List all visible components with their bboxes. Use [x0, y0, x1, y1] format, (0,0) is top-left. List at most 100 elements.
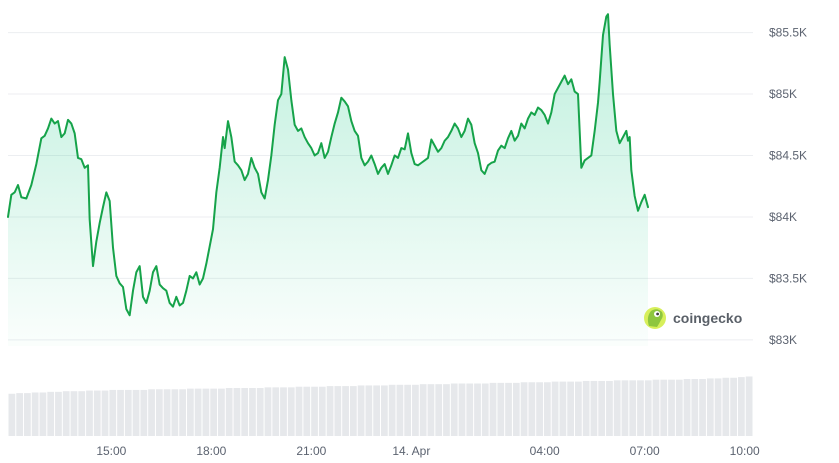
volume-bar: [528, 382, 536, 436]
volume-bar: [233, 388, 241, 436]
x-tick-label: 04:00: [530, 444, 560, 458]
volume-bar: [388, 384, 396, 436]
volume-bar: [668, 379, 675, 436]
volume-bar: [613, 380, 621, 436]
volume-bar: [543, 382, 551, 436]
volume-bar: [745, 376, 753, 436]
volume-bar: [691, 379, 699, 436]
y-tick-label: $84.5K: [769, 148, 807, 162]
volume-bar: [342, 386, 349, 436]
volume-bar: [210, 388, 218, 436]
volume-bar: [737, 377, 745, 436]
volume-bar: [458, 383, 466, 436]
volume-bar: [396, 384, 404, 436]
y-tick-label: $83K: [769, 333, 797, 347]
volume-bar: [443, 384, 450, 436]
volume-bar: [47, 391, 55, 436]
volume-bar: [31, 392, 39, 436]
volume-bar: [512, 382, 520, 436]
volume-bar: [39, 392, 47, 436]
volume-bar: [303, 386, 311, 436]
volume-bar: [381, 385, 388, 436]
volume-bar: [629, 380, 637, 436]
volume-bar: [551, 381, 559, 436]
y-tick-label: $84K: [769, 210, 797, 224]
volume-bar: [140, 389, 148, 436]
volume-bar: [404, 384, 412, 436]
volume-bar: [644, 380, 652, 436]
volume-bar: [55, 391, 62, 436]
volume-bar: [318, 386, 326, 436]
volume-bar: [109, 389, 117, 436]
volume-bar: [582, 380, 590, 436]
x-tick-label: 14. Apr: [392, 444, 430, 458]
price-area-fill: [8, 14, 648, 347]
x-tick-label: 10:00: [730, 444, 760, 458]
volume-bar: [86, 390, 93, 436]
coingecko-watermark: coingecko: [644, 307, 742, 329]
price-line-layer: [7, 13, 649, 317]
volume-bar: [706, 378, 714, 436]
volume-bar: [326, 386, 334, 436]
volume-bar: [93, 390, 101, 436]
volume-bar: [590, 380, 598, 436]
y-axis-ticks: $83K $83.5K $84K $84.5K $85K $85.5K: [769, 26, 807, 347]
volume-bar: [637, 380, 644, 436]
volume-bar: [575, 381, 582, 436]
price-area: [8, 14, 648, 347]
volume-bar: [714, 378, 722, 436]
y-tick-label: $85.5K: [769, 26, 807, 40]
volume-bar: [163, 389, 171, 436]
volume-bar: [730, 377, 737, 436]
price-line: [7, 13, 649, 317]
x-axis-ticks: 15:00 18:00 21:00 14. Apr 04:00 07:00 10:00: [96, 444, 760, 458]
volume-bar: [419, 384, 427, 436]
volume-bar: [373, 385, 380, 436]
volume-bar: [225, 388, 233, 436]
volume-bar: [450, 383, 458, 436]
volume-bar: [78, 391, 86, 436]
volume-bar: [699, 379, 706, 436]
volume-bar: [660, 379, 668, 436]
volume-bar: [241, 388, 249, 436]
volume-bar: [186, 388, 194, 436]
volume-bar: [280, 387, 287, 436]
volume-bar: [16, 393, 24, 436]
volume-bar: [606, 380, 613, 436]
volume-bar: [497, 382, 505, 436]
volume-bar: [249, 388, 256, 436]
volume-bar: [264, 387, 272, 436]
volume-bar: [412, 384, 419, 436]
volume-bar: [334, 386, 342, 436]
volume-bar: [435, 384, 443, 436]
volume-bar: [621, 380, 629, 436]
x-tick-label: 07:00: [630, 444, 660, 458]
volume-bar: [520, 382, 528, 436]
volume-bar: [148, 389, 155, 436]
volume-bar: [101, 390, 109, 436]
volume-bar: [675, 379, 683, 436]
volume-bar: [466, 383, 474, 436]
volume-bar: [474, 383, 481, 436]
volume-bar: [311, 386, 318, 436]
volume-bar: [598, 380, 606, 436]
volume-bar: [357, 385, 365, 436]
volume-bar: [481, 383, 489, 436]
volume-bar: [202, 388, 210, 436]
volume-bar: [349, 386, 357, 436]
volume-bar: [256, 388, 264, 436]
volume-bar: [536, 382, 543, 436]
volume-bar: [683, 379, 691, 436]
volume-bar: [124, 389, 132, 436]
volume-bar: [70, 391, 78, 436]
volume-bars: [8, 376, 753, 436]
x-tick-label: 21:00: [296, 444, 326, 458]
volume-bar: [179, 389, 186, 436]
volume-bar: [427, 384, 435, 436]
y-tick-label: $85K: [769, 87, 797, 101]
volume-bar: [652, 379, 660, 436]
volume-bar: [559, 381, 567, 436]
watermark-brand: coingecko: [673, 310, 742, 326]
volume-bar: [62, 391, 70, 436]
